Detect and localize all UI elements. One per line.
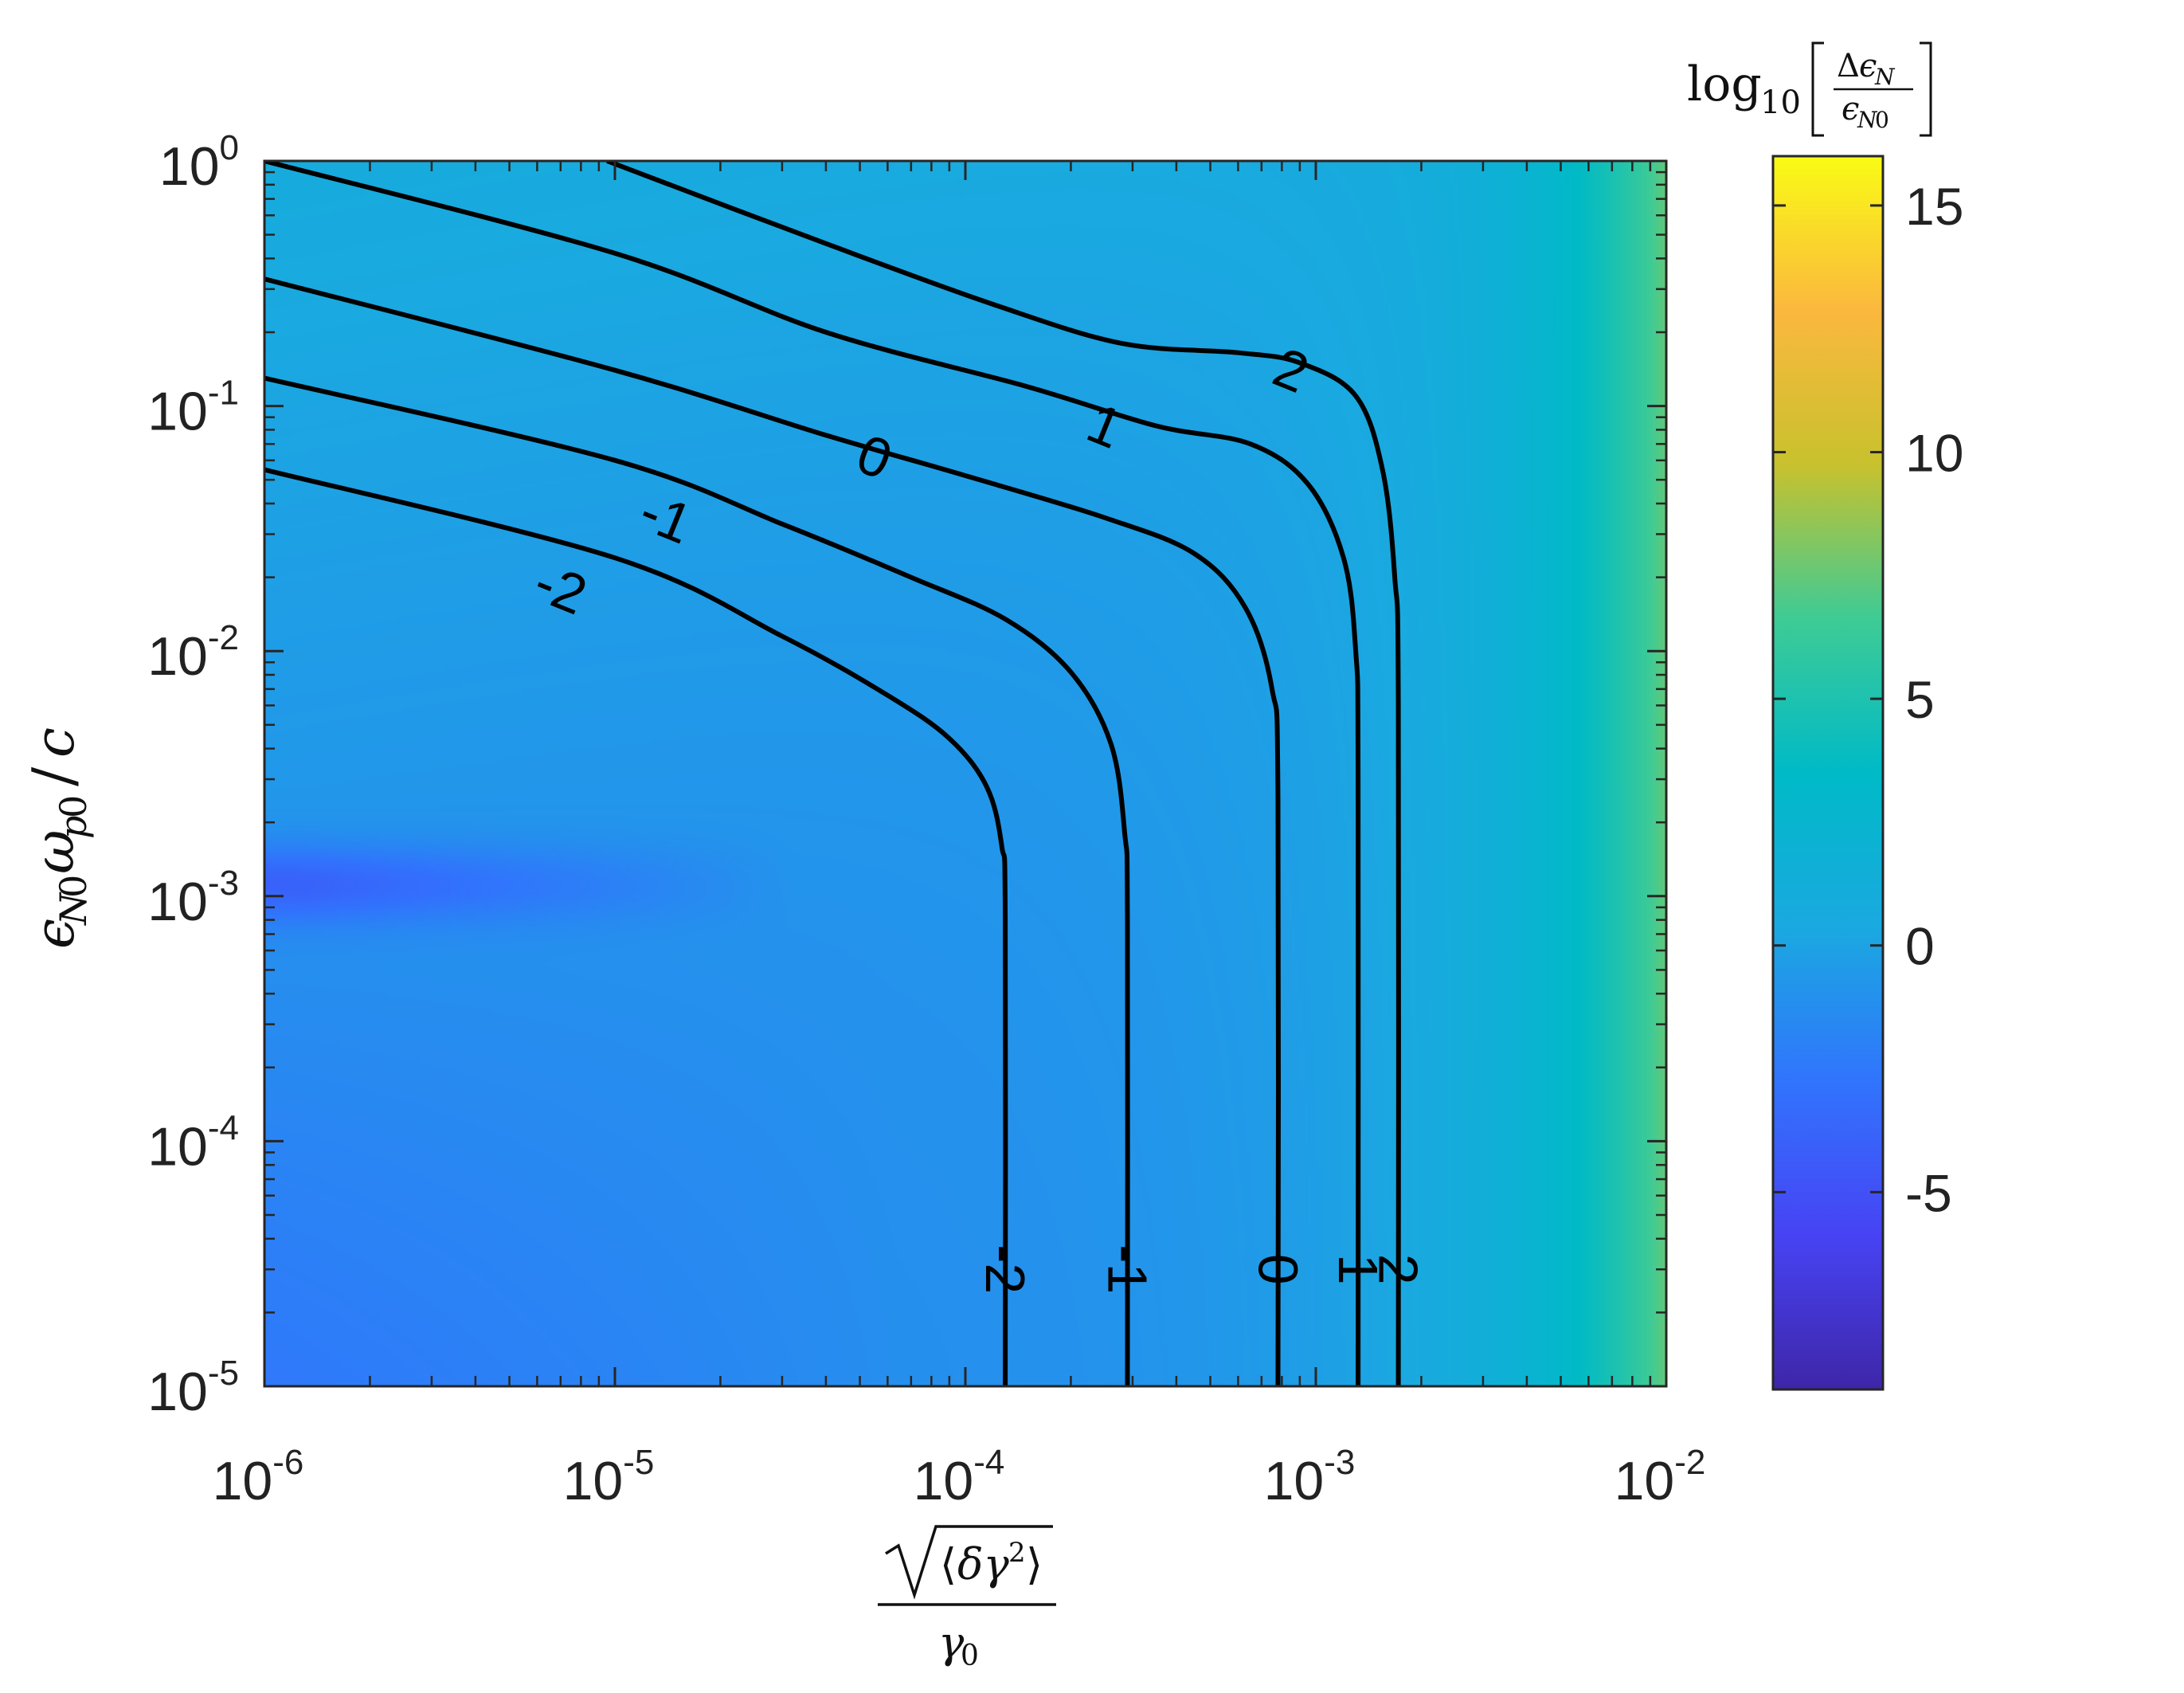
colorbar-title: log 10 Δ ϵ N ϵ N 0 — [1687, 41, 1932, 137]
svg-text:c: c — [24, 727, 87, 758]
x-tick-label: 10-5 — [563, 1443, 655, 1511]
colorbar-frame — [1771, 155, 1885, 1391]
y-tick-label: 10-2 — [147, 618, 239, 687]
svg-text:0: 0 — [1875, 107, 1889, 133]
svg-text:ϵ: ϵ — [1842, 91, 1859, 127]
contour-line-1 — [264, 161, 1361, 1386]
colorbar-tick-label: 5 — [1905, 670, 1935, 729]
x-tick-label: 10-4 — [914, 1443, 1005, 1511]
contour-label-0: 0 — [1247, 1254, 1309, 1285]
colorbar — [1773, 156, 1883, 1389]
svg-text:⟩: ⟩ — [1026, 1539, 1043, 1589]
svg-text:δγ: δγ — [957, 1539, 1010, 1589]
y-tick-label: 10-5 — [147, 1354, 239, 1422]
colorbar-tick-label: 10 — [1905, 424, 1963, 483]
colorbar-ticks: 15 10 5 0 -5 — [1773, 177, 1963, 1222]
contour-line--1 — [264, 375, 1130, 1386]
contour-label-2: 2 — [1368, 1254, 1430, 1285]
svg-text:ϵ: ϵ — [1859, 48, 1877, 84]
x-tick-label: 10-3 — [1264, 1443, 1356, 1511]
contour-line-2 — [606, 161, 1401, 1386]
contour-lines — [264, 161, 1401, 1386]
svg-text:Δ: Δ — [1837, 48, 1860, 84]
heatmap-area — [264, 161, 1666, 1386]
svg-text:ϵ: ϵ — [24, 919, 87, 949]
svg-text:0: 0 — [52, 875, 95, 898]
svg-text:2: 2 — [1008, 1537, 1026, 1569]
y-tick-label: 10-4 — [147, 1108, 239, 1177]
contour-line--2 — [264, 467, 1008, 1386]
minor-ticks — [264, 161, 1666, 1386]
svg-text:10: 10 — [1760, 84, 1801, 121]
x-tick-label: 10-6 — [213, 1443, 304, 1511]
y-axis-label: ϵ N 0 ω p 0 / c — [20, 727, 95, 949]
x-tick-label: 10-2 — [1615, 1443, 1706, 1511]
svg-text:log: log — [1687, 57, 1762, 112]
colorbar-tick-label: -5 — [1905, 1163, 1952, 1222]
contour-label--2: -2 — [974, 1244, 1036, 1294]
x-axis-ticks: 10-6 10-5 10-4 10-3 10-2 — [213, 161, 1706, 1511]
contour-line-0 — [264, 276, 1282, 1386]
svg-text:⟨: ⟨ — [940, 1539, 957, 1589]
x-axis-label: ⟨ δγ 2 ⟩ γ 0 — [878, 1525, 1056, 1672]
y-tick-label: 10-1 — [147, 374, 239, 442]
svg-text:N: N — [52, 892, 95, 926]
colorbar-tick-label: 15 — [1905, 177, 1963, 236]
svg-text:0: 0 — [961, 1640, 979, 1672]
svg-text:N: N — [1857, 107, 1878, 133]
svg-text:ω: ω — [24, 830, 87, 874]
svg-text:0: 0 — [52, 795, 95, 818]
svg-text:/: / — [20, 766, 87, 786]
svg-text:γ: γ — [938, 1617, 965, 1668]
y-tick-label: 100 — [159, 128, 239, 197]
svg-text:N: N — [1874, 64, 1896, 90]
colorbar-tick-label: 0 — [1905, 917, 1935, 976]
contour-label-1: 1 — [1327, 1254, 1389, 1285]
y-tick-label: 10-3 — [147, 864, 239, 932]
svg-text:p: p — [52, 816, 95, 839]
contour-label--1: -1 — [1096, 1244, 1158, 1294]
